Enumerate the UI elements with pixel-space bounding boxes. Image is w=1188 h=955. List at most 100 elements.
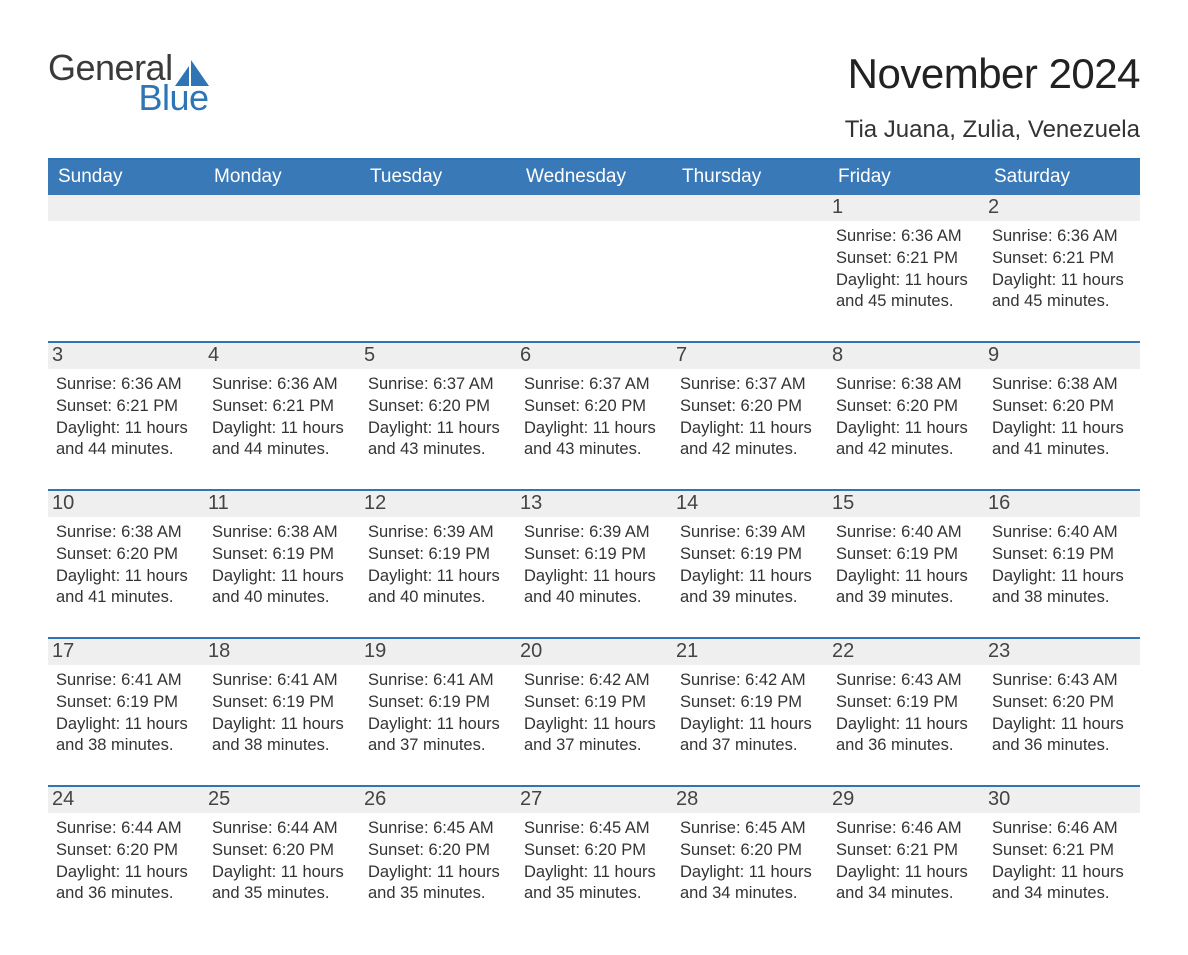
day-info: Sunrise: 6:46 AMSunset: 6:21 PMDaylight:… — [992, 818, 1132, 905]
calendar-grid: SundayMondayTuesdayWednesdayThursdayFrid… — [48, 158, 1140, 915]
sunset-text: Sunset: 6:19 PM — [524, 544, 664, 566]
day-cell: 3Sunrise: 6:36 AMSunset: 6:21 PMDaylight… — [48, 343, 204, 471]
daylight-text: Daylight: 11 hours and 36 minutes. — [56, 862, 196, 906]
sunrise-text: Sunrise: 6:38 AM — [992, 374, 1132, 396]
daylight-text: Daylight: 11 hours and 36 minutes. — [992, 714, 1132, 758]
logo: General Blue — [48, 50, 209, 116]
day-info: Sunrise: 6:39 AMSunset: 6:19 PMDaylight:… — [368, 522, 508, 609]
sunset-text: Sunset: 6:20 PM — [836, 396, 976, 418]
day-number: 16 — [984, 491, 1140, 517]
daylight-text: Daylight: 11 hours and 43 minutes. — [368, 418, 508, 462]
day-cell: 2Sunrise: 6:36 AMSunset: 6:21 PMDaylight… — [984, 195, 1140, 323]
weekday-header: Saturday — [984, 160, 1140, 195]
day-info: Sunrise: 6:41 AMSunset: 6:19 PMDaylight:… — [212, 670, 352, 757]
day-cell: 19 Sunrise: 6:41 AMSunset: 6:19 PMDayligh… — [360, 639, 516, 767]
week-row: 24Sunrise: 6:44 AMSunset: 6:20 PMDayligh… — [48, 785, 1140, 915]
sunset-text: Sunset: 6:19 PM — [524, 692, 664, 714]
day-cell: 24Sunrise: 6:44 AMSunset: 6:20 PMDayligh… — [48, 787, 204, 915]
daylight-text: Daylight: 11 hours and 38 minutes. — [992, 566, 1132, 610]
sunset-text: Sunset: 6:19 PM — [680, 544, 820, 566]
day-info: Sunrise: 6:36 AMSunset: 6:21 PMDaylight:… — [836, 226, 976, 313]
daylight-text: Daylight: 11 hours and 34 minutes. — [836, 862, 976, 906]
day-info: Sunrise: 6:41 AMSunset: 6:19 PMDaylight:… — [368, 670, 508, 757]
empty-daynum-strip — [360, 195, 516, 221]
empty-day-cell — [48, 195, 204, 323]
sunset-text: Sunset: 6:19 PM — [56, 692, 196, 714]
sunrise-text: Sunrise: 6:39 AM — [368, 522, 508, 544]
day-info: Sunrise: 6:44 AMSunset: 6:20 PMDaylight:… — [212, 818, 352, 905]
sunset-text: Sunset: 6:21 PM — [992, 248, 1132, 270]
day-number: 26 — [360, 787, 516, 813]
empty-daynum-strip — [204, 195, 360, 221]
daylight-text: Daylight: 11 hours and 40 minutes. — [524, 566, 664, 610]
day-info: Sunrise: 6:45 AMSunset: 6:20 PMDaylight:… — [524, 818, 664, 905]
sunrise-text: Sunrise: 6:46 AM — [992, 818, 1132, 840]
empty-daynum-strip — [48, 195, 204, 221]
day-number: 29 — [828, 787, 984, 813]
empty-daynum-strip — [516, 195, 672, 221]
day-number: 5 — [360, 343, 516, 369]
daylight-text: Daylight: 11 hours and 41 minutes. — [56, 566, 196, 610]
weekday-header: Sunday — [48, 160, 204, 195]
empty-day-cell — [672, 195, 828, 323]
weekday-header: Wednesday — [516, 160, 672, 195]
day-number: 7 — [672, 343, 828, 369]
day-info: Sunrise: 6:36 AMSunset: 6:21 PMDaylight:… — [212, 374, 352, 461]
sunset-text: Sunset: 6:20 PM — [680, 840, 820, 862]
daylight-text: Daylight: 11 hours and 41 minutes. — [992, 418, 1132, 462]
day-cell: 29 Sunrise: 6:46 AMSunset: 6:21 PMDayligh… — [828, 787, 984, 915]
day-number: 20 — [516, 639, 672, 665]
location-subtitle: Tia Juana, Zulia, Venezuela — [845, 116, 1140, 144]
week-row: 17Sunrise: 6:41 AMSunset: 6:19 PMDayligh… — [48, 637, 1140, 767]
sunset-text: Sunset: 6:20 PM — [56, 840, 196, 862]
sunset-text: Sunset: 6:19 PM — [836, 692, 976, 714]
daylight-text: Daylight: 11 hours and 34 minutes. — [680, 862, 820, 906]
daylight-text: Daylight: 11 hours and 35 minutes. — [212, 862, 352, 906]
day-cell: 11Sunrise: 6:38 AMSunset: 6:19 PMDayligh… — [204, 491, 360, 619]
day-cell: 28Sunrise: 6:45 AMSunset: 6:20 PMDayligh… — [672, 787, 828, 915]
daylight-text: Daylight: 11 hours and 40 minutes. — [212, 566, 352, 610]
sunrise-text: Sunrise: 6:44 AM — [56, 818, 196, 840]
sunrise-text: Sunrise: 6:46 AM — [836, 818, 976, 840]
sunrise-text: Sunrise: 6:41 AM — [56, 670, 196, 692]
daylight-text: Daylight: 11 hours and 37 minutes. — [524, 714, 664, 758]
weekday-header: Friday — [828, 160, 984, 195]
sunrise-text: Sunrise: 6:38 AM — [56, 522, 196, 544]
daylight-text: Daylight: 11 hours and 45 minutes. — [992, 270, 1132, 314]
day-number: 17 — [48, 639, 204, 665]
sunset-text: Sunset: 6:19 PM — [836, 544, 976, 566]
day-cell: 4Sunrise: 6:36 AMSunset: 6:21 PMDaylight… — [204, 343, 360, 471]
sunset-text: Sunset: 6:20 PM — [368, 840, 508, 862]
day-number: 1 — [828, 195, 984, 221]
day-cell: 16 Sunrise: 6:40 AMSunset: 6:19 PMDayligh… — [984, 491, 1140, 619]
sunset-text: Sunset: 6:20 PM — [524, 840, 664, 862]
sunset-text: Sunset: 6:21 PM — [992, 840, 1132, 862]
sunset-text: Sunset: 6:21 PM — [56, 396, 196, 418]
day-info: Sunrise: 6:46 AMSunset: 6:21 PMDaylight:… — [836, 818, 976, 905]
day-cell: 22Sunrise: 6:43 AMSunset: 6:19 PMDayligh… — [828, 639, 984, 767]
day-cell: 27Sunrise: 6:45 AMSunset: 6:20 PMDayligh… — [516, 787, 672, 915]
day-cell: 25Sunrise: 6:44 AMSunset: 6:20 PMDayligh… — [204, 787, 360, 915]
day-cell: 9Sunrise: 6:38 AMSunset: 6:20 PMDaylight… — [984, 343, 1140, 471]
sunrise-text: Sunrise: 6:38 AM — [836, 374, 976, 396]
sunrise-text: Sunrise: 6:36 AM — [836, 226, 976, 248]
sunrise-text: Sunrise: 6:37 AM — [368, 374, 508, 396]
day-number: 30 — [984, 787, 1140, 813]
sunset-text: Sunset: 6:19 PM — [212, 544, 352, 566]
sunset-text: Sunset: 6:19 PM — [992, 544, 1132, 566]
sunset-text: Sunset: 6:20 PM — [524, 396, 664, 418]
day-number: 18 — [204, 639, 360, 665]
daylight-text: Daylight: 11 hours and 44 minutes. — [212, 418, 352, 462]
sunset-text: Sunset: 6:20 PM — [212, 840, 352, 862]
day-number: 19 — [360, 639, 516, 665]
calendar-page: General Blue November 2024 Tia Juana, Zu… — [0, 0, 1188, 955]
day-cell: 1 Sunrise: 6:36 AMSunset: 6:21 PMDaylight… — [828, 195, 984, 323]
day-cell: 7Sunrise: 6:37 AMSunset: 6:20 PMDaylight… — [672, 343, 828, 471]
sunrise-text: Sunrise: 6:40 AM — [992, 522, 1132, 544]
daylight-text: Daylight: 11 hours and 35 minutes. — [368, 862, 508, 906]
daylight-text: Daylight: 11 hours and 34 minutes. — [992, 862, 1132, 906]
day-cell: 30 Sunrise: 6:46 AMSunset: 6:21 PMDayligh… — [984, 787, 1140, 915]
daylight-text: Daylight: 11 hours and 43 minutes. — [524, 418, 664, 462]
day-cell: 14Sunrise: 6:39 AMSunset: 6:19 PMDayligh… — [672, 491, 828, 619]
daylight-text: Daylight: 11 hours and 38 minutes. — [212, 714, 352, 758]
